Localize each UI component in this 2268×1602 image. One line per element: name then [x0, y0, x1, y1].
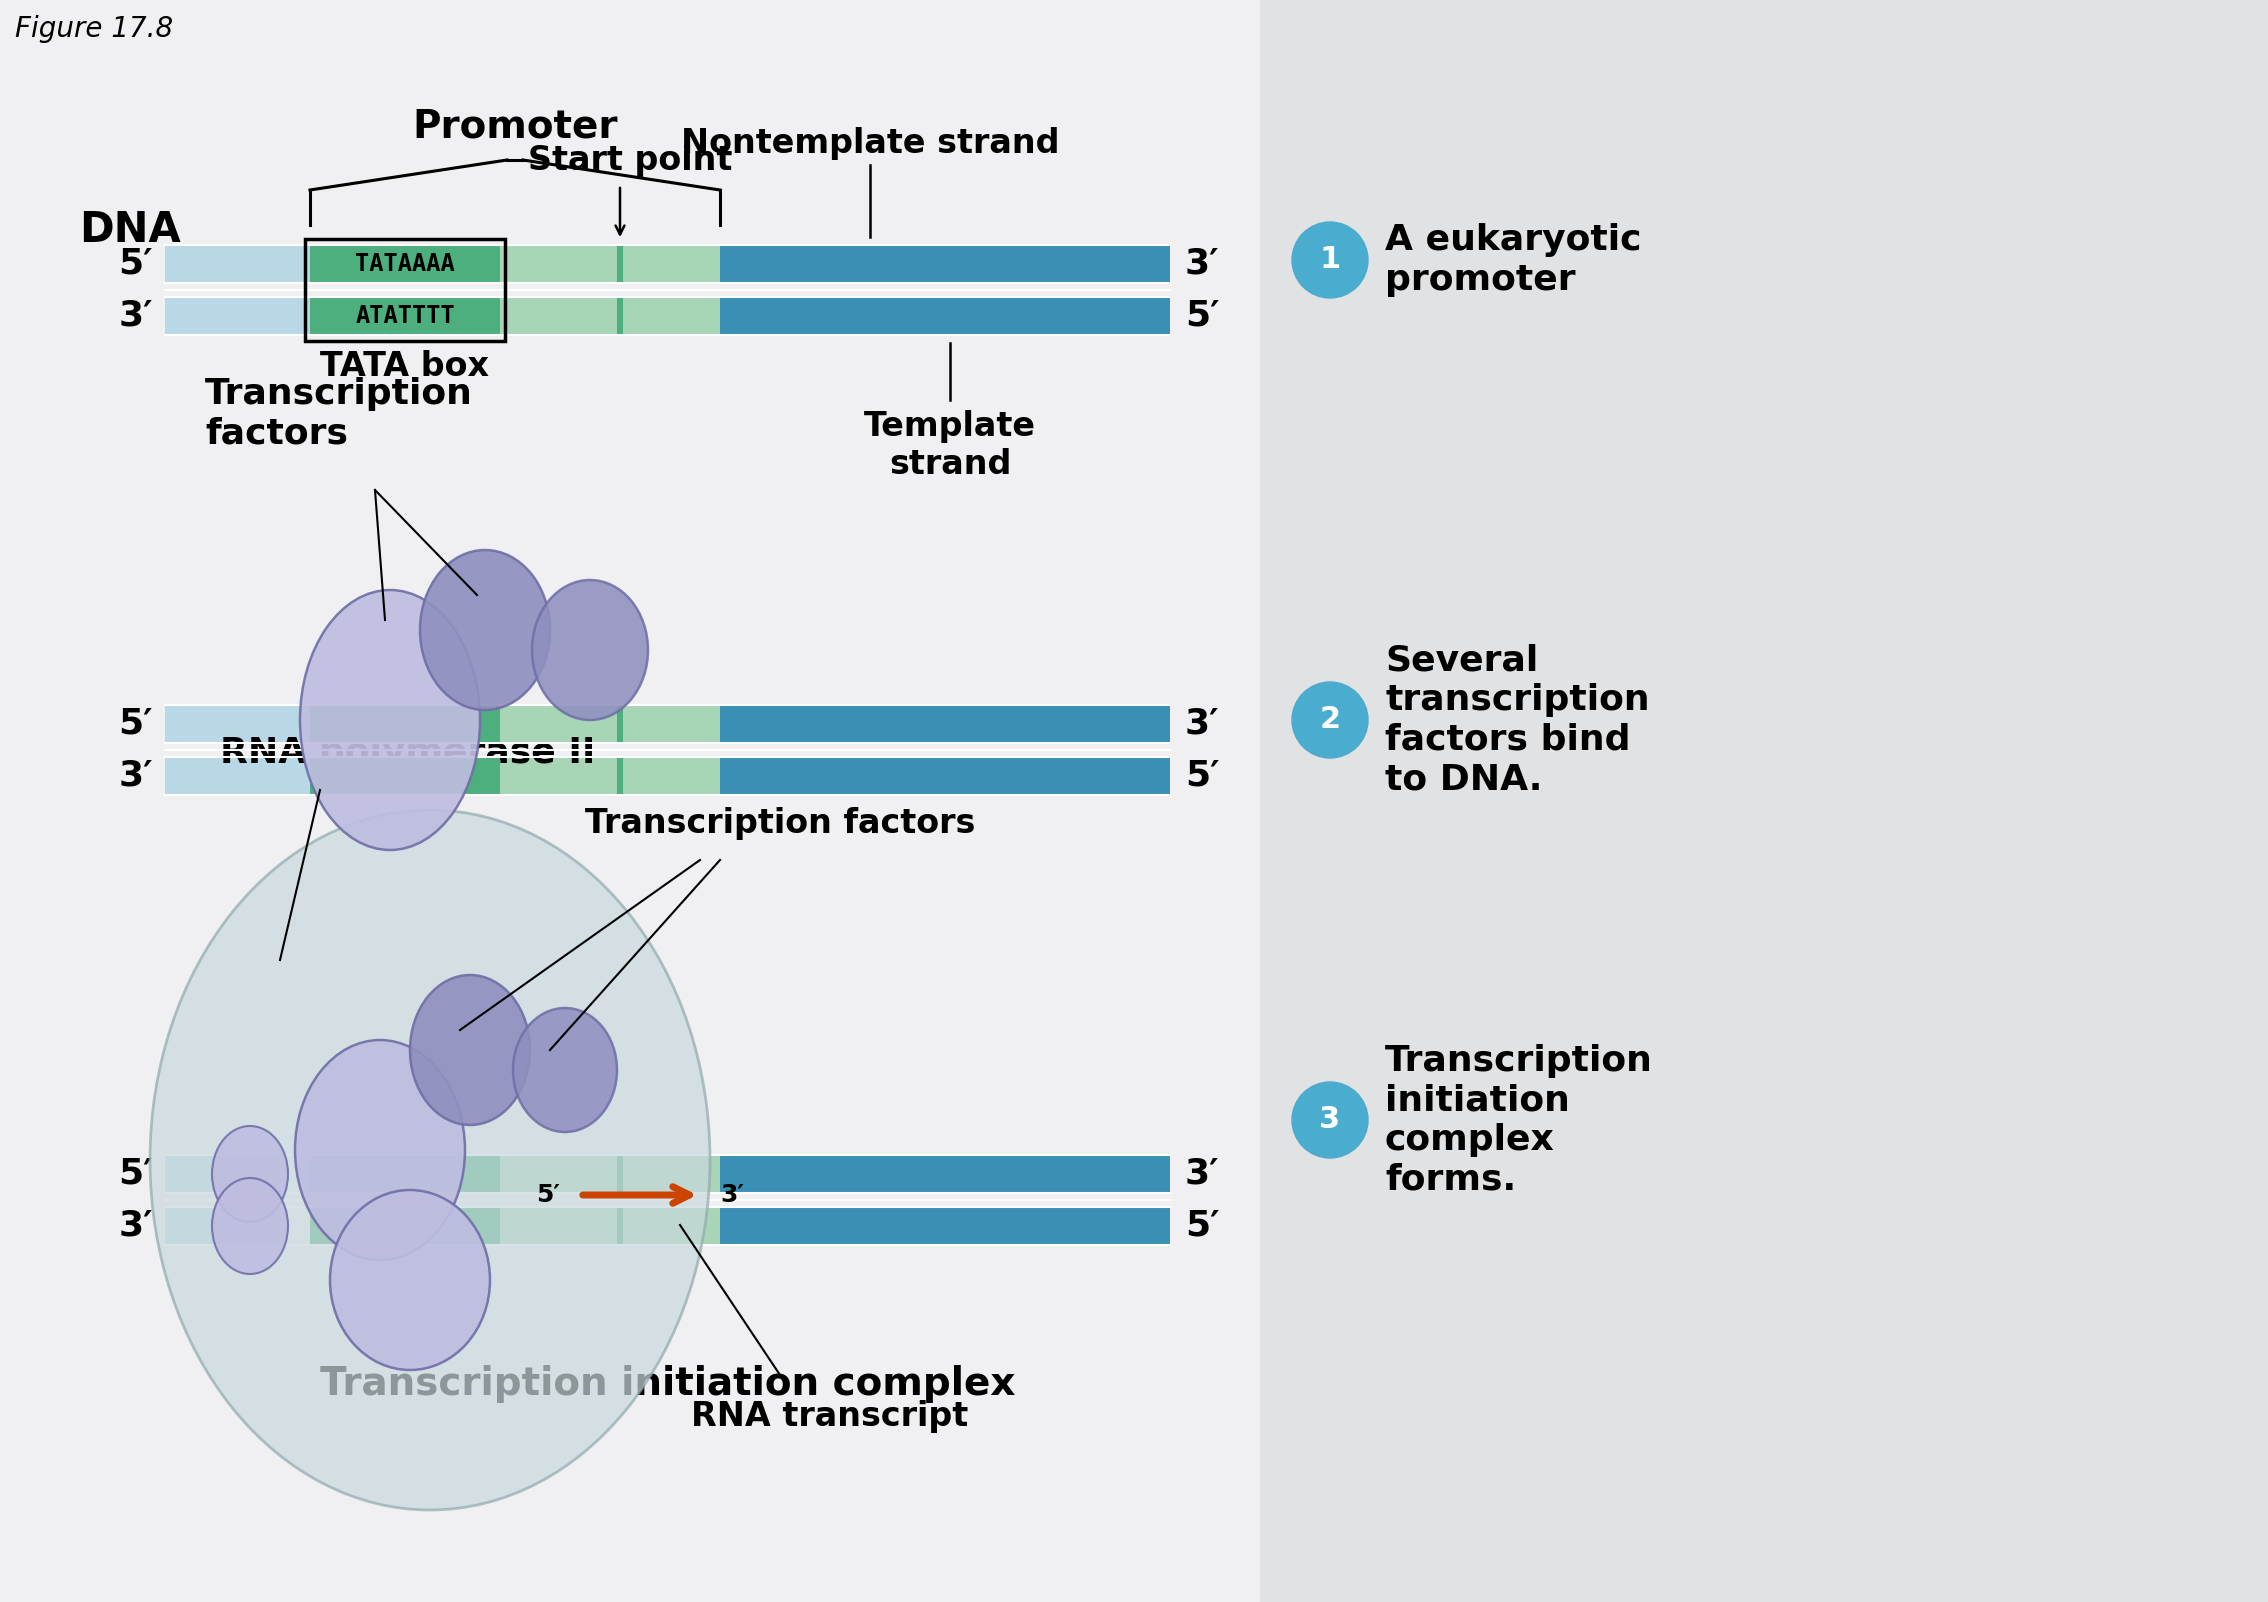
Bar — [311, 758, 719, 795]
Text: 3′: 3′ — [1184, 1157, 1220, 1190]
Bar — [166, 1206, 279, 1245]
Ellipse shape — [295, 1040, 465, 1261]
Text: ATATTTT: ATATTTT — [356, 304, 456, 328]
Bar — [311, 1155, 499, 1193]
Circle shape — [1293, 1081, 1368, 1158]
Ellipse shape — [211, 1177, 288, 1274]
Text: TATAAAA: TATAAAA — [356, 252, 456, 276]
Text: Transcription factors: Transcription factors — [585, 807, 975, 839]
Text: 5′: 5′ — [1184, 300, 1220, 333]
Bar — [311, 1206, 499, 1245]
Text: 3′: 3′ — [1184, 247, 1220, 280]
Bar — [166, 758, 311, 795]
Ellipse shape — [513, 1008, 617, 1133]
Bar — [719, 1206, 1170, 1245]
Bar — [311, 758, 499, 795]
Text: Transcription
initiation
complex
forms.: Transcription initiation complex forms. — [1386, 1045, 1653, 1197]
Text: Transcription initiation complex: Transcription initiation complex — [320, 1365, 1016, 1403]
Text: Figure 17.8: Figure 17.8 — [16, 14, 172, 43]
Bar — [617, 705, 624, 743]
Bar — [719, 245, 1170, 284]
Bar — [1261, 0, 2268, 1602]
Bar — [166, 296, 311, 335]
Text: 3′: 3′ — [118, 759, 152, 793]
Text: 5′: 5′ — [118, 706, 152, 742]
Bar — [719, 296, 1170, 335]
Text: Nontemplate strand: Nontemplate strand — [680, 127, 1059, 160]
Bar — [719, 1155, 1170, 1193]
Circle shape — [1293, 223, 1368, 298]
Text: 3′: 3′ — [1184, 706, 1220, 742]
Bar — [617, 296, 624, 335]
Ellipse shape — [299, 590, 481, 851]
Bar — [311, 245, 719, 284]
Bar — [311, 296, 499, 335]
Text: 3′: 3′ — [118, 300, 152, 333]
Text: 5′: 5′ — [1184, 759, 1220, 793]
Text: 5′: 5′ — [118, 247, 152, 280]
Text: 5′: 5′ — [535, 1182, 560, 1206]
Ellipse shape — [150, 811, 710, 1511]
Text: 3′: 3′ — [118, 1210, 152, 1243]
Text: 2: 2 — [1320, 705, 1340, 734]
Text: RNA polymerase II: RNA polymerase II — [220, 735, 596, 771]
Ellipse shape — [533, 580, 649, 719]
Text: Template
strand: Template strand — [864, 410, 1036, 481]
Bar — [719, 705, 1170, 743]
Text: 5′: 5′ — [1184, 1210, 1220, 1243]
Ellipse shape — [420, 549, 551, 710]
Bar — [617, 245, 624, 284]
Circle shape — [1293, 682, 1368, 758]
Text: 3: 3 — [1320, 1105, 1340, 1134]
Ellipse shape — [331, 1190, 490, 1370]
Bar — [166, 705, 311, 743]
Bar — [311, 296, 719, 335]
Text: RNA transcript: RNA transcript — [692, 1400, 968, 1434]
Bar — [311, 245, 499, 284]
Bar — [311, 705, 499, 743]
Text: 1: 1 — [1320, 245, 1340, 274]
Text: 5′: 5′ — [118, 1157, 152, 1190]
Text: DNA: DNA — [79, 208, 181, 252]
Bar — [311, 705, 719, 743]
Text: 3′: 3′ — [719, 1182, 744, 1206]
Text: A eukaryotic
promoter: A eukaryotic promoter — [1386, 223, 1642, 296]
Bar — [617, 1206, 624, 1245]
Ellipse shape — [411, 976, 531, 1125]
Bar — [617, 758, 624, 795]
Text: TATA box: TATA box — [320, 349, 490, 383]
Ellipse shape — [211, 1126, 288, 1222]
Bar — [166, 245, 311, 284]
Bar — [617, 1155, 624, 1193]
Text: Several
transcription
factors bind
to DNA.: Several transcription factors bind to DN… — [1386, 644, 1649, 796]
Bar — [311, 1206, 719, 1245]
Bar — [311, 1155, 719, 1193]
Text: Transcription
factors: Transcription factors — [204, 376, 472, 450]
Bar — [719, 758, 1170, 795]
Text: Promoter: Promoter — [413, 107, 617, 146]
Bar — [166, 1155, 279, 1193]
Text: Start point: Start point — [528, 144, 733, 176]
